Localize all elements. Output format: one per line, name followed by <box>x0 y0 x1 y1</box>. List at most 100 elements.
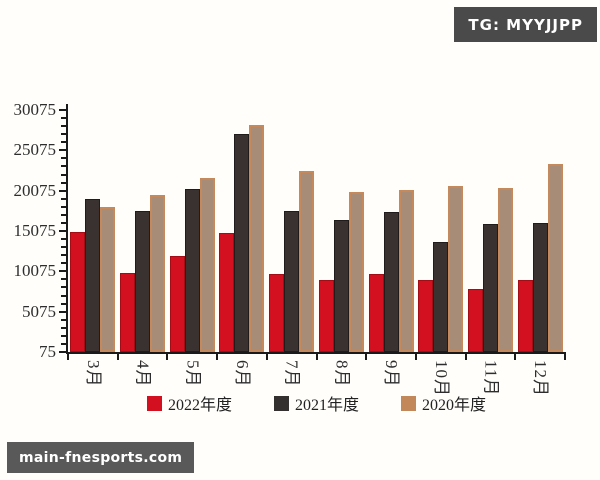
bar-2022年度-10月 <box>418 280 434 352</box>
legend-swatch-icon <box>146 395 162 411</box>
y-minor-tick <box>61 302 66 305</box>
y-tick-label: 75 <box>39 342 56 361</box>
x-tick-label: 6月 <box>232 360 252 388</box>
y-minor-tick <box>61 125 66 128</box>
tg-badge: TG: MYYJJPP <box>454 7 597 42</box>
y-minor-tick <box>61 294 66 297</box>
x-tick <box>514 354 517 360</box>
y-minor-tick <box>61 326 66 329</box>
y-major-tick <box>59 189 66 192</box>
y-minor-tick <box>61 165 66 168</box>
bar-2020年度-6月 <box>249 125 265 352</box>
bar-2022年度-7月 <box>269 274 285 352</box>
x-tick-label: 11月 <box>481 360 501 397</box>
x-axis <box>66 352 566 354</box>
legend-item-2020年度: 2020年度 <box>401 391 486 415</box>
legend-item-2022年度: 2022年度 <box>146 391 232 415</box>
bar-2020年度-5月 <box>199 177 215 352</box>
x-tick <box>216 354 219 360</box>
bar-2022年度-12月 <box>517 280 533 352</box>
bar-2021年度-8月 <box>333 219 349 352</box>
bar-2020年度-8月 <box>348 192 364 352</box>
y-minor-tick <box>61 221 66 224</box>
bar-2020年度-11月 <box>497 188 513 352</box>
bar-2021年度-6月 <box>234 133 250 352</box>
bar-2021年度-9月 <box>383 212 399 352</box>
x-tick-label: 3月 <box>83 360 103 388</box>
x-tick <box>564 354 566 360</box>
y-axis <box>66 104 68 354</box>
y-minor-tick <box>61 262 66 265</box>
x-tick-label: 5月 <box>183 360 203 388</box>
bar-2020年度-9月 <box>398 190 414 352</box>
y-minor-tick <box>61 205 66 208</box>
x-tick-label: 4月 <box>133 360 153 388</box>
y-minor-tick <box>61 342 66 345</box>
bar-2022年度-11月 <box>467 288 483 352</box>
y-tick-label: 30075 <box>13 100 57 119</box>
bar-2022年度-8月 <box>318 280 334 352</box>
x-tick <box>67 354 69 360</box>
y-minor-tick <box>61 238 66 241</box>
bar-2022年度-4月 <box>120 272 136 352</box>
y-minor-tick <box>61 197 66 200</box>
legend-label: 2022年度 <box>167 397 232 414</box>
y-minor-tick <box>61 318 66 321</box>
bar-2021年度-11月 <box>482 223 498 352</box>
legend-item-2021年度: 2021年度 <box>273 391 359 415</box>
y-minor-tick <box>61 117 66 120</box>
x-tick <box>116 354 119 360</box>
y-tick-label: 5075 <box>22 301 56 321</box>
x-tick <box>166 354 169 360</box>
x-tick <box>464 354 467 360</box>
legend-label: 2021年度 <box>294 397 359 414</box>
bar-2020年度-12月 <box>547 163 563 352</box>
y-minor-tick <box>61 181 66 184</box>
x-tick-label: 9月 <box>382 360 402 388</box>
y-major-tick <box>59 310 66 313</box>
x-tick <box>414 354 417 360</box>
site-badge: main-fnesports.com <box>7 442 195 473</box>
bar-2022年度-5月 <box>169 255 185 352</box>
bar-2020年度-7月 <box>299 171 315 352</box>
x-tick-label: 8月 <box>332 360 352 388</box>
bar-2021年度-3月 <box>85 198 101 352</box>
chart-legend: 2022年度 2021年度 2020年度 <box>68 391 565 415</box>
legend-swatch-icon <box>401 395 416 411</box>
y-minor-tick <box>61 254 66 257</box>
y-minor-tick <box>61 278 66 281</box>
bar-2021年度-7月 <box>284 210 300 352</box>
bar-2020年度-10月 <box>448 186 464 352</box>
y-minor-tick <box>61 246 66 249</box>
bar-2022年度-9月 <box>368 274 384 352</box>
y-major-tick <box>59 109 66 111</box>
bar-2020年度-3月 <box>100 207 116 352</box>
x-tick-label: 7月 <box>282 360 302 388</box>
y-minor-tick <box>61 213 66 216</box>
y-major-tick <box>59 270 66 273</box>
tg-badge-text: TG: MYYJJPP <box>468 15 583 34</box>
y-major-tick <box>59 230 66 232</box>
bar-2020年度-4月 <box>150 195 166 352</box>
y-major-tick <box>59 149 66 152</box>
site-badge-text: main-fnesports.com <box>19 449 183 466</box>
y-tick-label: 25075 <box>13 140 57 160</box>
legend-label: 2020年度 <box>422 397 487 414</box>
y-minor-tick <box>61 173 66 176</box>
y-tick-label: 15075 <box>13 221 57 240</box>
bar-2021年度-10月 <box>433 242 449 352</box>
bar-2021年度-4月 <box>135 211 151 352</box>
y-major-tick <box>59 351 66 353</box>
bar-2022年度-6月 <box>219 233 235 352</box>
bar-2021年度-5月 <box>184 188 200 352</box>
x-tick-label: 10月 <box>431 360 451 397</box>
bar-2021年度-12月 <box>532 222 548 352</box>
bar-2022年度-3月 <box>70 232 86 352</box>
y-minor-tick <box>61 133 66 136</box>
y-tick-label: 20075 <box>13 180 57 200</box>
y-minor-tick <box>61 141 66 144</box>
y-minor-tick <box>61 157 66 160</box>
legend-swatch-icon <box>273 395 289 411</box>
